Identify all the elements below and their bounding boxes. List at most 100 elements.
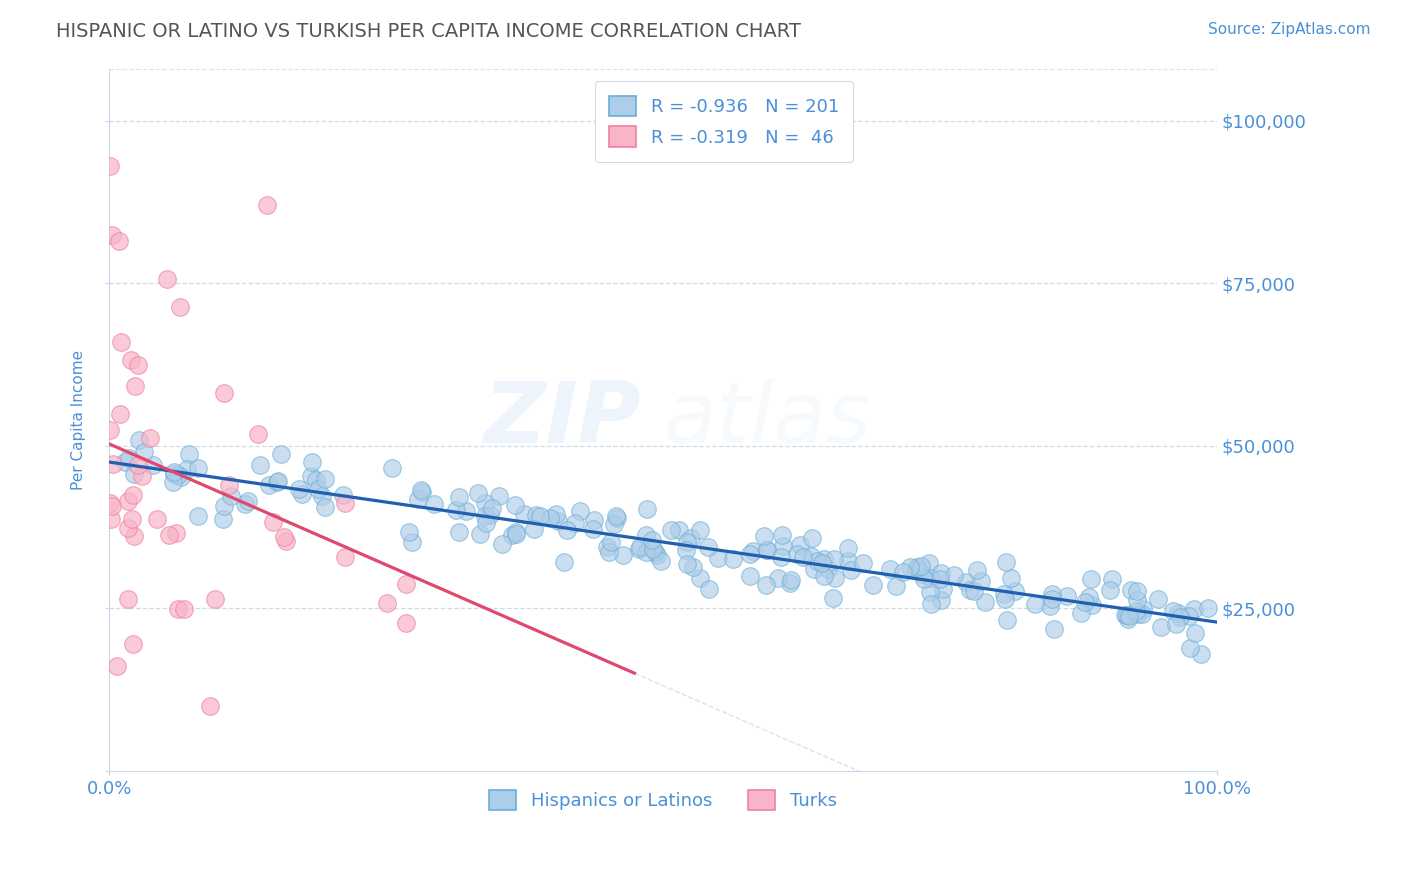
Point: [163, 467, 186, 481]
Point: [108, 407, 131, 421]
Point: [668, 523, 690, 537]
Point: [307, 482, 329, 496]
Point: [1121, 582, 1143, 597]
Point: [131, 468, 153, 483]
Point: [918, 556, 941, 570]
Point: [120, 353, 142, 368]
Point: [314, 500, 336, 514]
Point: [1116, 612, 1139, 626]
Point: [689, 571, 711, 585]
Point: [211, 512, 233, 526]
Text: atlas: atlas: [664, 378, 872, 461]
Point: [501, 528, 523, 542]
Point: [547, 515, 569, 529]
Point: [1126, 593, 1149, 607]
Point: [741, 544, 763, 558]
Point: [792, 550, 814, 565]
Point: [696, 540, 718, 554]
Point: [505, 524, 527, 539]
Point: [395, 615, 418, 630]
Point: [1024, 597, 1046, 611]
Point: [1182, 602, 1205, 616]
Point: [114, 455, 136, 469]
Point: [1177, 609, 1199, 624]
Point: [738, 568, 761, 582]
Point: [101, 457, 124, 471]
Point: [107, 235, 129, 249]
Point: [1040, 587, 1063, 601]
Point: [1150, 620, 1173, 634]
Point: [124, 379, 146, 393]
Point: [929, 593, 952, 607]
Point: [117, 521, 139, 535]
Point: [121, 488, 143, 502]
Point: [1114, 607, 1136, 622]
Point: [101, 227, 124, 242]
Point: [381, 460, 404, 475]
Point: [837, 541, 859, 555]
Point: [682, 559, 704, 574]
Point: [1078, 590, 1101, 604]
Point: [675, 543, 697, 558]
Point: [98, 159, 121, 173]
Point: [1080, 573, 1102, 587]
Point: [911, 566, 934, 581]
Point: [446, 503, 468, 517]
Point: [333, 549, 356, 564]
Point: [821, 591, 844, 605]
Point: [706, 551, 728, 566]
Point: [675, 557, 697, 571]
Point: [862, 577, 884, 591]
Point: [98, 496, 121, 510]
Point: [1101, 572, 1123, 586]
Point: [127, 458, 149, 473]
Point: [1128, 607, 1150, 621]
Point: [288, 482, 311, 496]
Point: [449, 490, 471, 504]
Point: [299, 468, 322, 483]
Point: [105, 659, 128, 673]
Point: [606, 511, 628, 525]
Point: [1197, 600, 1219, 615]
Point: [824, 571, 846, 585]
Point: [813, 552, 835, 566]
Point: [1189, 647, 1212, 661]
Point: [212, 499, 235, 513]
Point: [583, 513, 606, 527]
Point: [974, 595, 997, 609]
Point: [603, 517, 626, 532]
Point: [139, 431, 162, 445]
Point: [1000, 571, 1022, 585]
Point: [177, 447, 200, 461]
Point: [755, 542, 778, 557]
Point: [411, 484, 433, 499]
Point: [124, 467, 146, 481]
Point: [218, 477, 240, 491]
Point: [641, 533, 664, 547]
Point: [409, 483, 432, 497]
Point: [995, 613, 1018, 627]
Point: [256, 198, 278, 212]
Point: [187, 509, 209, 524]
Point: [117, 494, 139, 508]
Point: [238, 493, 260, 508]
Point: [526, 508, 548, 523]
Point: [1043, 622, 1066, 636]
Point: [780, 573, 803, 587]
Point: [470, 527, 492, 541]
Point: [249, 458, 271, 473]
Point: [157, 528, 180, 542]
Point: [170, 469, 193, 483]
Point: [375, 596, 398, 610]
Point: [800, 549, 823, 563]
Point: [406, 492, 429, 507]
Point: [142, 458, 165, 472]
Point: [768, 571, 790, 585]
Point: [118, 450, 141, 465]
Point: [1163, 603, 1185, 617]
Point: [311, 489, 333, 503]
Point: [1132, 602, 1154, 616]
Point: [752, 529, 775, 543]
Y-axis label: Per Capita Income: Per Capita Income: [72, 350, 86, 490]
Point: [650, 554, 672, 568]
